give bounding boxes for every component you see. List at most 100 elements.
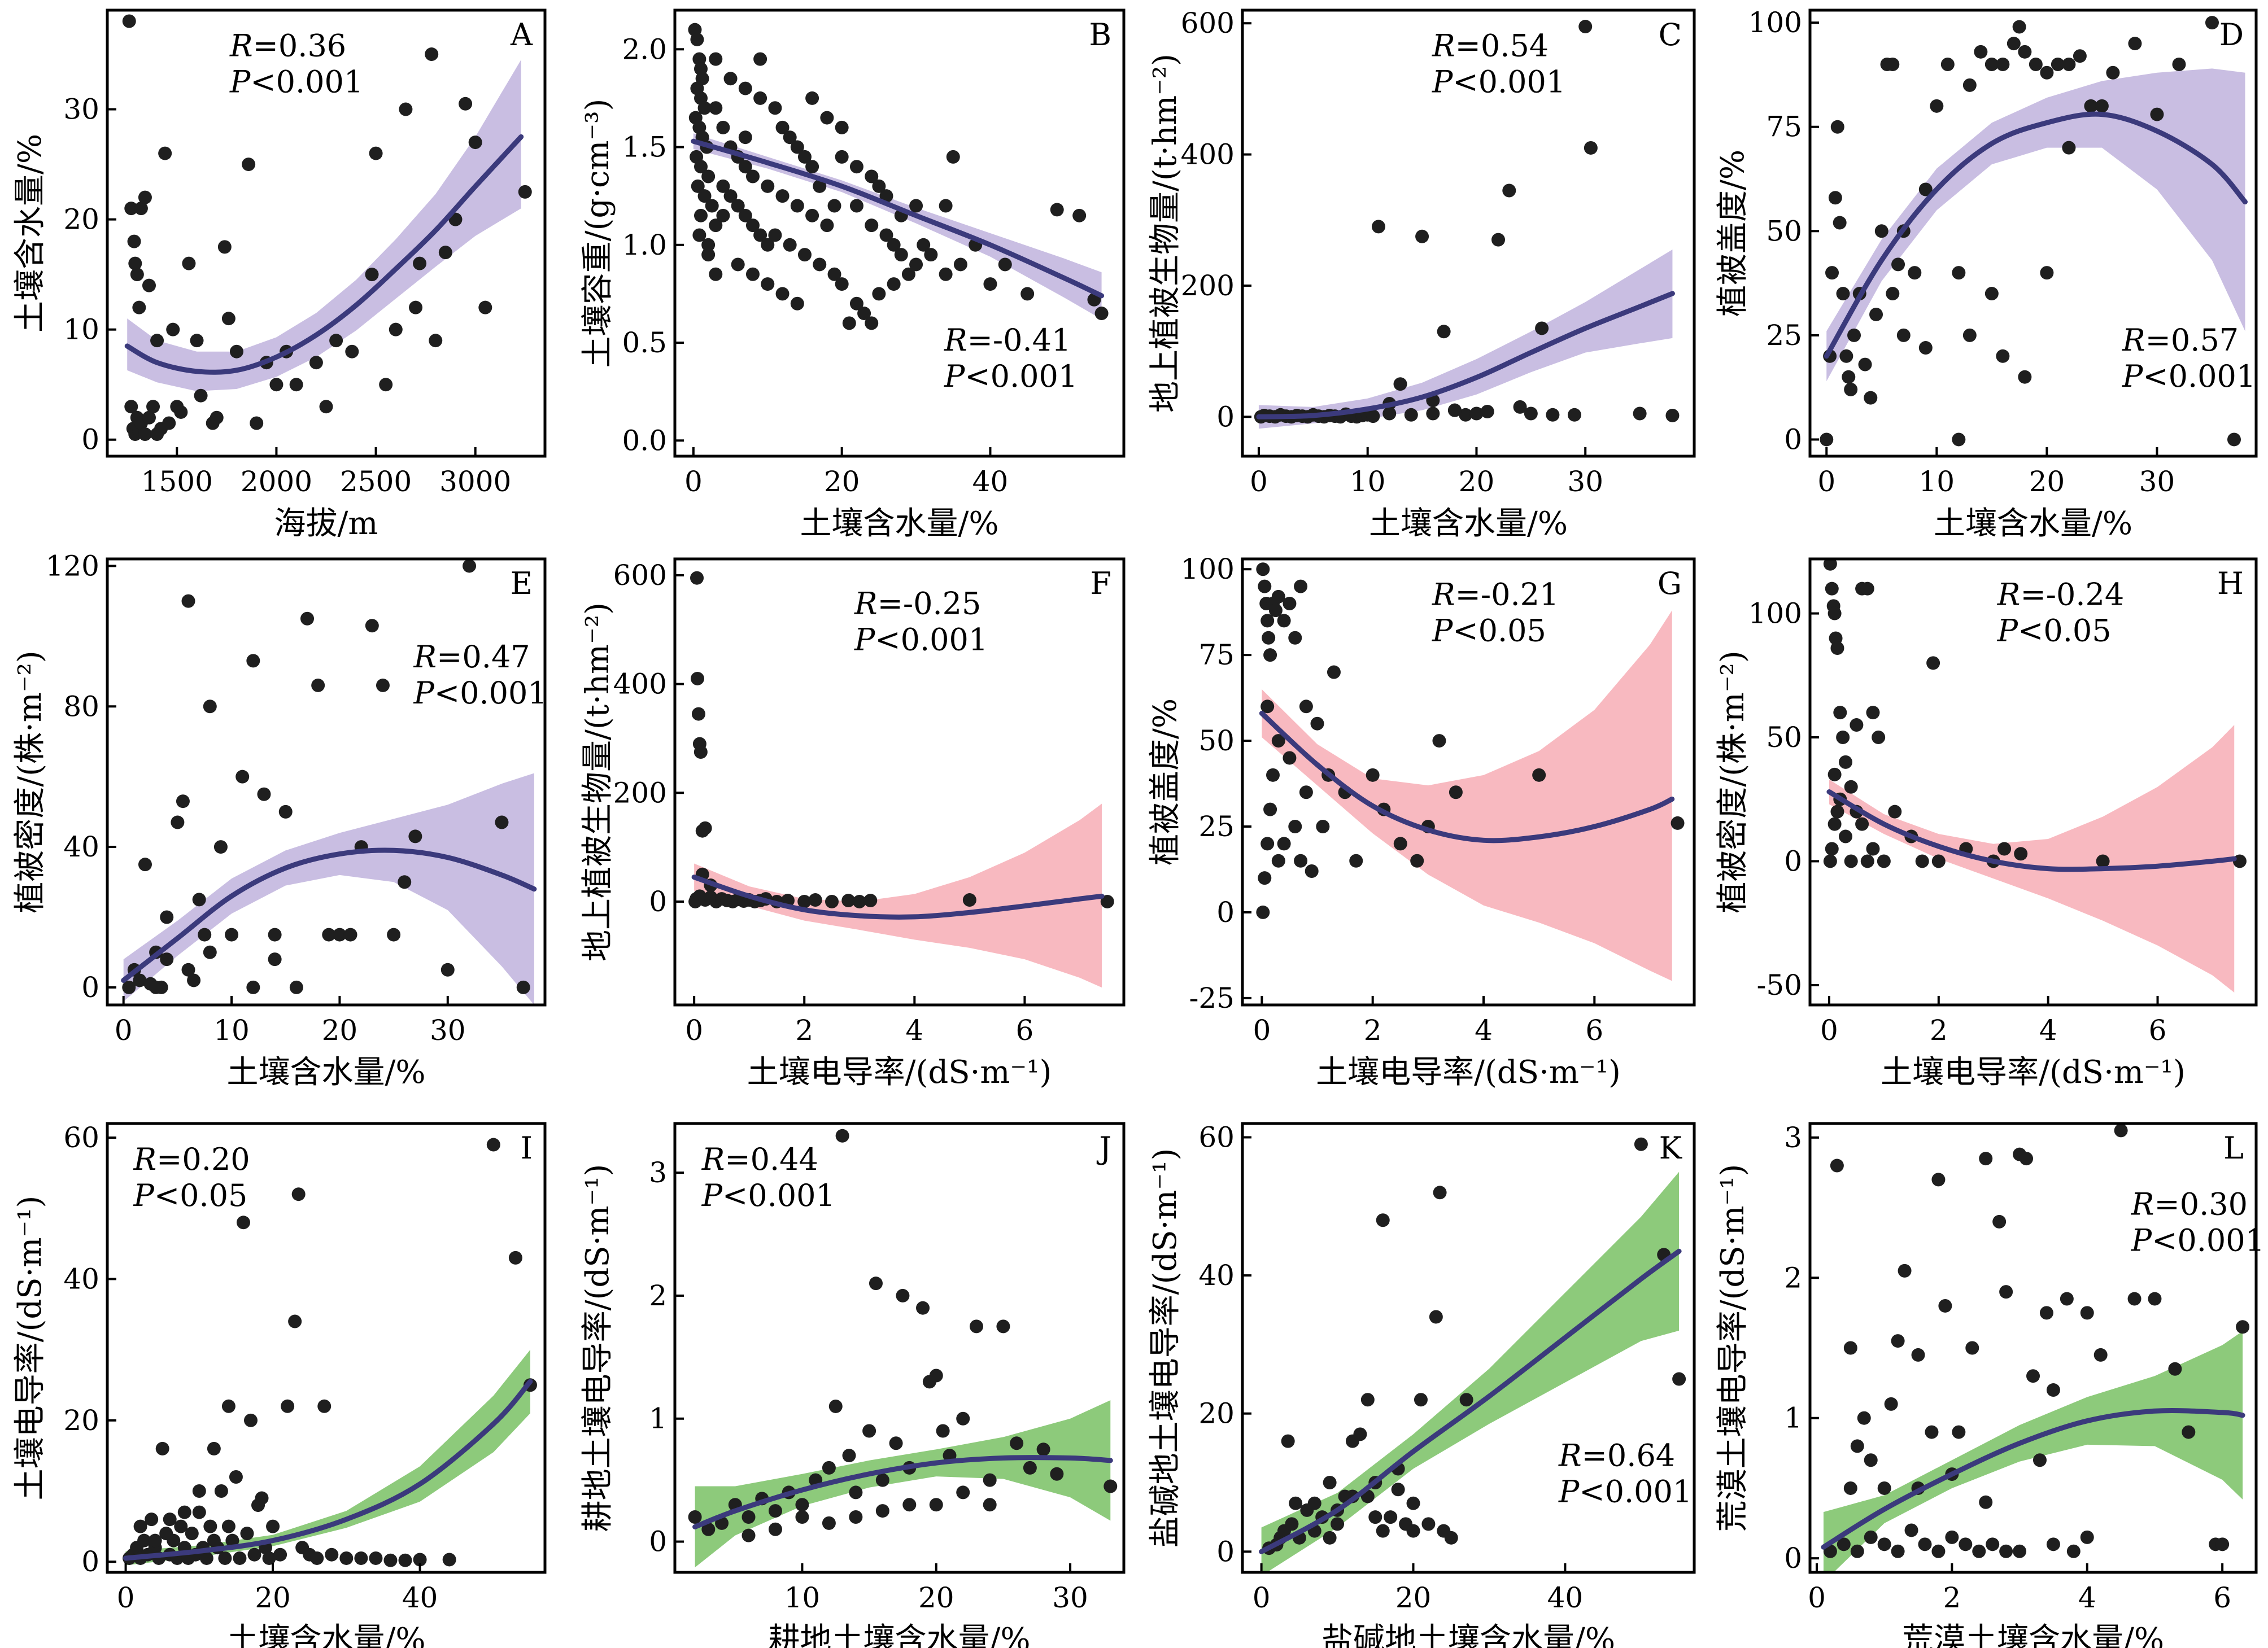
- data-point: [376, 678, 390, 692]
- data-point: [459, 97, 473, 111]
- data-point: [1830, 805, 1844, 819]
- data-point: [835, 150, 849, 164]
- plot-frame: [106, 8, 547, 458]
- data-point: [1672, 1372, 1686, 1386]
- data-point: [797, 894, 812, 908]
- data-point: [709, 101, 723, 115]
- y-tick-label: 100: [1748, 6, 1802, 39]
- data-point: [701, 248, 716, 262]
- data-point: [122, 980, 136, 994]
- data-point: [1844, 382, 1858, 396]
- r-value: R=0.36: [229, 28, 346, 64]
- data-point: [916, 1301, 930, 1315]
- data-point: [1952, 266, 1966, 280]
- r-value: R=-0.21: [1432, 577, 1559, 613]
- data-point: [124, 202, 138, 216]
- data-point: [917, 238, 931, 252]
- data-point: [1480, 405, 1494, 418]
- data-point: [1094, 307, 1109, 321]
- data-point: [849, 199, 863, 213]
- y-tick-label: 0: [649, 1525, 667, 1558]
- x-tick-label: 0: [1817, 465, 1835, 498]
- data-point: [1931, 1544, 1946, 1558]
- y-tick-label: 100: [1181, 553, 1235, 585]
- y-tick-label: 40: [63, 830, 99, 863]
- panel-j: 10 20 30 0 1 2 3 耕地土壤含水量/% 耕地土壤电导率/(dS·m⁻¹) J R=0.…: [579, 1122, 1126, 1648]
- panel-i: 0 20 40 0 20 40 60 土壤含水量/% 土壤电导率/(dS·m⁻¹) I R=0.20…: [12, 1121, 547, 1648]
- data-point: [2012, 20, 2026, 34]
- x-tick-label: 30: [1567, 465, 1603, 498]
- data-point: [983, 1473, 997, 1487]
- data-point: [822, 1461, 836, 1475]
- data-point: [2040, 266, 2054, 280]
- data-point: [841, 894, 856, 908]
- data-point: [2080, 1306, 2094, 1320]
- data-point: [221, 312, 235, 326]
- data-point: [822, 1516, 836, 1530]
- data-point: [828, 1399, 843, 1413]
- data-point: [775, 287, 790, 301]
- data-point: [398, 875, 412, 889]
- plot-frame: [106, 1122, 547, 1574]
- x-tick-label: 1500: [141, 465, 213, 498]
- data-point: [2062, 57, 2076, 71]
- data-point: [1952, 1425, 1966, 1439]
- plot-frame: [1241, 8, 1696, 458]
- data-point: [813, 257, 827, 272]
- data-point: [138, 858, 152, 872]
- data-point: [122, 14, 136, 28]
- data-point: [1925, 1425, 1939, 1439]
- fit-curve: [1259, 710, 1675, 843]
- y-tick-label: 0: [81, 423, 99, 456]
- x-axis-label: 土壤含水量/%: [800, 505, 998, 542]
- data-point: [1288, 631, 1302, 645]
- data-point: [1406, 1496, 1420, 1510]
- data-point: [240, 1527, 254, 1541]
- x-tick-label: 20: [1395, 1581, 1432, 1614]
- data-point: [775, 120, 790, 134]
- data-point: [731, 199, 745, 213]
- data-point: [2066, 1544, 2081, 1558]
- data-point: [181, 594, 195, 608]
- p-value: P<0.001: [229, 64, 363, 100]
- data-point: [1997, 842, 2012, 856]
- data-point: [887, 238, 901, 252]
- data-point: [745, 267, 760, 281]
- y-tick-label: 3: [1784, 1121, 1802, 1154]
- data-point: [2084, 99, 2098, 113]
- data-point: [1366, 409, 1380, 423]
- data-point: [1327, 665, 1341, 679]
- data-point: [709, 267, 723, 281]
- plot-frame: [673, 557, 1126, 1007]
- data-point: [2046, 1383, 2060, 1397]
- data-point: [896, 1288, 910, 1302]
- data-point: [1839, 349, 1853, 363]
- data-point: [1010, 1436, 1024, 1450]
- data-point: [691, 707, 705, 721]
- data-point: [1299, 700, 1313, 714]
- data-point: [738, 160, 752, 174]
- panel-letter: H: [2217, 566, 2244, 601]
- r-value: R=0.20: [133, 1142, 250, 1177]
- fit-curve: [1259, 1248, 1682, 1554]
- data-point: [281, 1399, 295, 1413]
- data-point: [243, 1413, 258, 1427]
- data-point: [690, 571, 704, 585]
- y-tick-label: 25: [1198, 810, 1235, 843]
- x-tick-label: 2: [1930, 1014, 1948, 1047]
- data-point: [268, 928, 282, 942]
- y-tick-label: 2: [1784, 1261, 1802, 1294]
- data-point: [761, 238, 775, 252]
- data-point: [1886, 287, 1900, 301]
- panel-letter: J: [1096, 1130, 1111, 1166]
- data-point: [1850, 1544, 1864, 1558]
- panel-f: 0 2 4 6 0 200 400 600 土壤电导率/(dS·m⁻¹) 地上植被生物量/(t·h…: [579, 557, 1126, 1091]
- data-point: [2093, 1348, 2108, 1362]
- data-point: [425, 47, 439, 62]
- data-point: [709, 52, 723, 66]
- data-point: [1294, 854, 1308, 868]
- data-point: [325, 1548, 339, 1562]
- data-point: [797, 150, 812, 164]
- y-tick-label: 25: [1766, 319, 1802, 352]
- data-point: [690, 32, 704, 46]
